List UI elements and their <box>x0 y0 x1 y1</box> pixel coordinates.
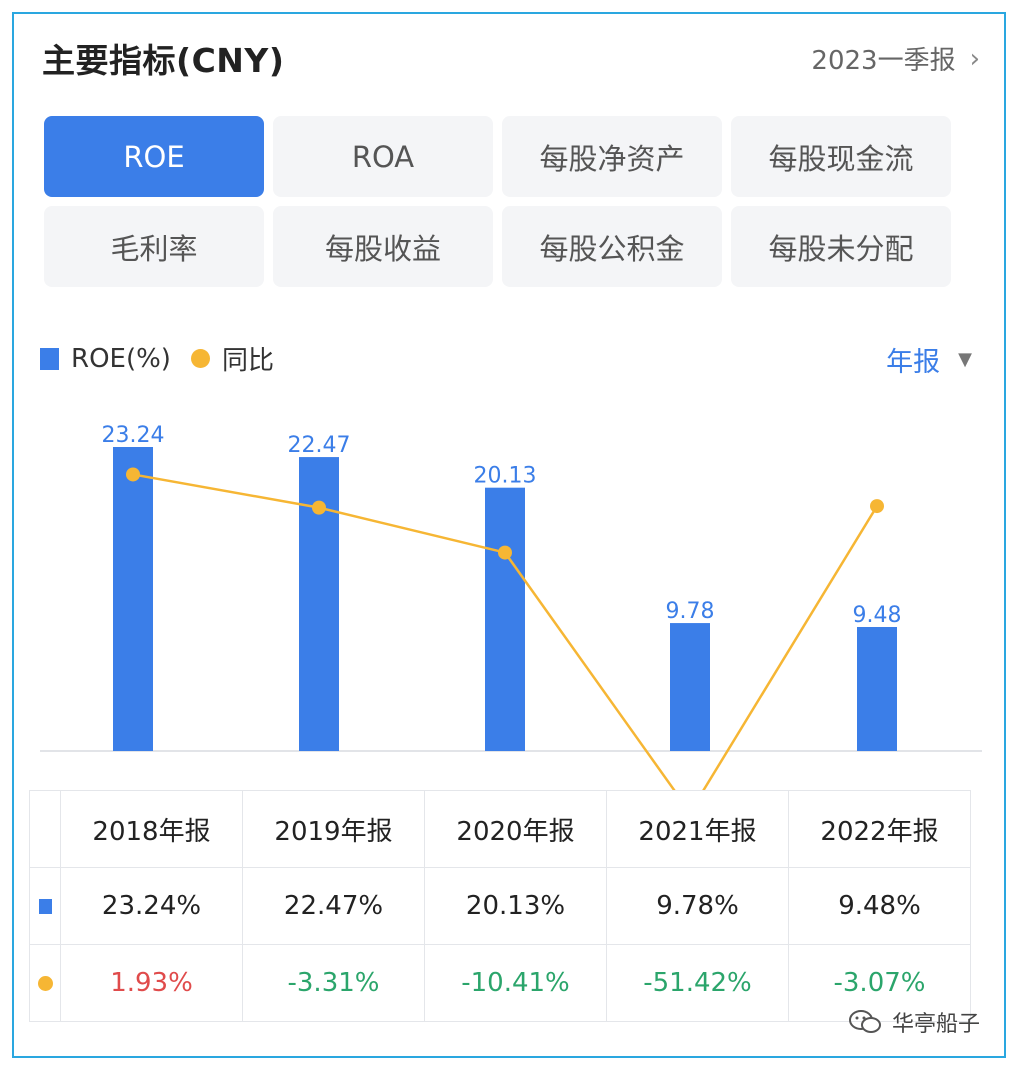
table-cell: -3.07% <box>788 944 971 1022</box>
tab-cashflow-per-share[interactable]: 每股现金流 <box>731 116 951 197</box>
tab-roe[interactable]: ROE <box>44 116 264 197</box>
yoy-row-marker <box>29 944 61 1022</box>
tab-reserve-per-share[interactable]: 每股公积金 <box>502 206 722 287</box>
bar <box>113 447 153 751</box>
table-cell: 1.93% <box>60 944 243 1022</box>
tab-eps[interactable]: 每股收益 <box>273 206 493 287</box>
bar-square-icon <box>38 899 52 914</box>
yoy-point <box>498 545 512 560</box>
table-header-cell: 2018年报 <box>60 790 243 868</box>
legend-bar-label: ROE(%) <box>71 343 171 374</box>
table-header-row: 2018年报 2019年报 2020年报 2021年报 2022年报 <box>29 790 971 868</box>
watermark-text: 华亭船子 <box>891 1012 980 1037</box>
table-cell: -3.31% <box>242 944 425 1022</box>
dropdown-triangle-icon: ▼ <box>958 349 972 370</box>
tab-roa[interactable]: ROA <box>273 116 493 197</box>
chevron-right-icon: › <box>969 43 980 74</box>
tab-undistributed-per-share[interactable]: 每股未分配 <box>731 206 951 287</box>
table-header-cell: 2019年报 <box>242 790 425 868</box>
wechat-icon <box>848 1009 882 1035</box>
roe-row-marker <box>29 867 61 945</box>
tab-gross-margin[interactable]: 毛利率 <box>44 206 264 287</box>
table-header-cell: 2021年报 <box>606 790 789 868</box>
table-corner-cell <box>29 790 61 868</box>
table-header-cell: 2020年报 <box>424 790 607 868</box>
metric-tabs: ROE ROA 每股净资产 每股现金流 毛利率 每股收益 每股公积金 每股未分配 <box>44 116 952 287</box>
frequency-label: 年报 <box>886 347 941 378</box>
bar-value-label: 9.78 <box>666 599 715 624</box>
table-row-roe: 23.24% 22.47% 20.13% 9.78% 9.48% <box>29 867 971 945</box>
table-cell: -10.41% <box>424 944 607 1022</box>
legend-bar-swatch <box>40 347 59 370</box>
table-cell: 20.13% <box>424 867 607 945</box>
bar <box>857 626 897 751</box>
roe-chart: 23.24 22.47 20.13 9.78 9.48 <box>40 423 982 790</box>
bar-value-label: 9.48 <box>853 603 902 628</box>
legend-line-swatch <box>190 349 210 368</box>
table-cell: 9.78% <box>606 867 789 945</box>
line-dot-icon <box>37 976 53 991</box>
bar-value-label: 22.47 <box>288 433 351 458</box>
table-cell: 22.47% <box>242 867 425 945</box>
yoy-point <box>126 467 140 482</box>
table-row-yoy: 1.93% -3.31% -10.41% -51.42% -3.07% <box>29 944 971 1022</box>
data-table: 2018年报 2019年报 2020年报 2021年报 2022年报 23.24… <box>29 790 971 1022</box>
bar <box>485 487 525 751</box>
table-header-cell: 2022年报 <box>788 790 971 868</box>
table-cell: -51.42% <box>606 944 789 1022</box>
legend-line-label: 同比 <box>221 346 274 376</box>
yoy-point <box>312 500 326 515</box>
tab-net-assets-per-share[interactable]: 每股净资产 <box>502 116 722 197</box>
frequency-dropdown[interactable]: 年报 ▼ <box>886 340 972 379</box>
watermark: 华亭船子 <box>848 1006 980 1038</box>
bar <box>670 623 710 751</box>
report-period-selector[interactable]: 2023一季报 › <box>811 40 980 77</box>
bar-value-label: 20.13 <box>474 464 537 489</box>
table-cell: 23.24% <box>60 867 243 945</box>
bar-value-label: 23.24 <box>102 423 165 448</box>
yoy-point <box>870 499 884 514</box>
chart-legend: ROE(%) 同比 <box>40 340 274 377</box>
report-period-label: 2023一季报 <box>811 46 956 76</box>
table-cell: 9.48% <box>788 867 971 945</box>
card-title: 主要指标(CNY) <box>42 41 285 80</box>
